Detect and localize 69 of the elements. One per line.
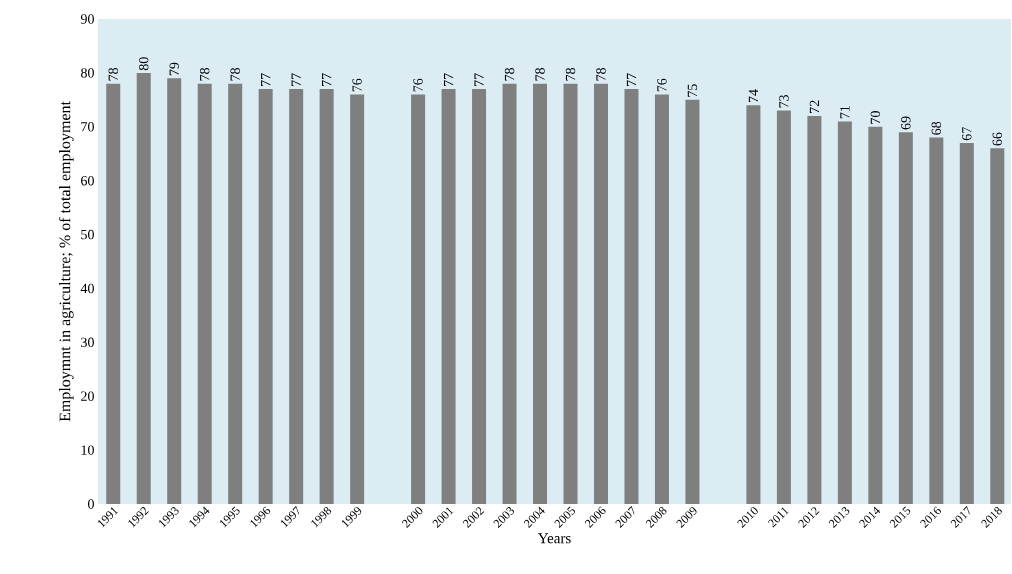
bar [563,83,578,504]
bar [685,99,700,504]
bar [807,116,822,504]
bar [929,137,944,504]
bar [776,110,791,504]
bar [533,83,548,504]
bar [228,83,243,504]
bar [289,89,304,504]
data-label: 76 [352,78,362,92]
bar [654,94,669,504]
bar [136,72,151,504]
bar [868,126,883,504]
data-label: 78 [596,68,606,81]
bar [837,121,852,504]
data-label: 71 [840,106,850,119]
y-tick-label: 10 [81,445,94,455]
data-label: 78 [565,68,576,81]
bar [319,89,334,504]
data-label: 78 [108,68,118,81]
bar [411,94,426,504]
bar [167,78,182,504]
data-label: 76 [413,78,423,92]
data-label: 78 [230,68,240,81]
bar [258,89,273,504]
data-label: 69 [901,116,911,130]
x-axis-title: Years [537,533,571,544]
y-tick-label: 20 [81,391,94,401]
data-label: 80 [139,57,149,71]
data-label: 77 [626,73,637,86]
data-label: 78 [199,68,210,81]
data-label: 77 [443,73,454,86]
bar [959,142,974,504]
bar [502,83,517,504]
data-label: 77 [291,73,301,86]
y-axis-title: Employmnt in agriculture; % of total employment [58,101,74,422]
bar [441,89,456,504]
bar [990,148,1005,504]
bar [898,132,913,504]
y-tick-label: 30 [81,337,94,348]
bar [594,83,608,504]
y-tick-label: 50 [81,229,94,240]
data-label: 77 [261,73,271,86]
data-label: 73 [779,94,789,108]
data-label: 76 [657,78,667,92]
y-tick-label: 80 [81,68,94,78]
data-label: 67 [962,127,972,141]
x-tick-label: 1998 [311,506,332,528]
data-label: 78 [504,68,515,81]
bar [624,89,639,504]
data-label: 66 [992,132,1002,146]
data-label: 72 [809,100,820,113]
y-tick-label: 60 [81,175,94,186]
bar [472,89,487,504]
y-tick-label: 0 [88,499,94,509]
data-label: 68 [931,121,942,135]
data-label: 77 [474,73,484,86]
data-label: 75 [687,84,698,97]
data-label: 70 [870,111,881,124]
bar [350,94,365,504]
y-tick-label: 90 [80,14,94,24]
bar [746,105,761,504]
bar [197,83,212,504]
data-label: 79 [169,62,179,76]
y-tick-label: 70 [81,122,94,132]
bar [106,83,121,504]
data-label: 77 [322,73,332,86]
data-label: 74 [748,89,759,103]
y-tick-label: 40 [80,283,94,294]
data-label: 78 [535,68,545,81]
